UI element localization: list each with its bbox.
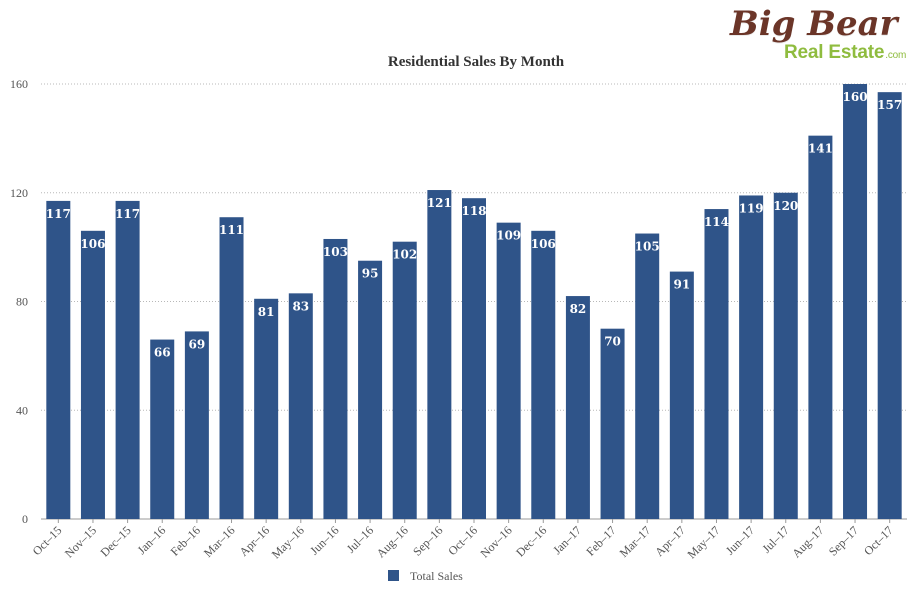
x-tick-label: Oct–17: [861, 523, 896, 558]
bar[interactable]: [427, 190, 452, 519]
logo-dotcom: .com: [885, 50, 907, 61]
x-tick-label: Mar–16: [201, 523, 238, 560]
bar[interactable]: [739, 195, 764, 519]
y-tick-label: 120: [10, 186, 28, 200]
bar-value-label: 66: [154, 346, 171, 360]
x-tick-label: Feb–16: [168, 523, 203, 558]
bar-value-label: 120: [773, 199, 798, 213]
bar[interactable]: [565, 296, 590, 519]
bar-value-label: 106: [80, 237, 105, 251]
bar[interactable]: [358, 260, 383, 519]
bar-value-label: 157: [877, 98, 902, 112]
bar-value-label: 114: [704, 215, 729, 229]
x-tick-label: Jun–16: [307, 523, 341, 557]
bar[interactable]: [773, 192, 798, 519]
x-tick-label: Feb–17: [583, 523, 618, 558]
bar-value-label: 69: [189, 337, 206, 351]
bar[interactable]: [496, 222, 521, 519]
bar-value-label: 160: [843, 90, 868, 104]
bar-value-label: 83: [292, 299, 309, 313]
bar[interactable]: [704, 209, 729, 519]
bar[interactable]: [288, 293, 313, 519]
x-tick-label: Sep–16: [410, 523, 445, 558]
bar[interactable]: [843, 84, 868, 519]
chart-title: Residential Sales By Month: [388, 54, 565, 70]
legend-swatch: [388, 570, 399, 581]
legend-label: Total Sales: [410, 569, 463, 583]
y-tick-label: 40: [16, 403, 28, 417]
bar-value-label: 117: [46, 207, 71, 221]
bar[interactable]: [115, 200, 140, 519]
bar-value-label: 106: [531, 237, 556, 251]
bar-value-label: 70: [604, 335, 621, 349]
x-tick-label: Oct–16: [445, 523, 480, 558]
bar[interactable]: [600, 328, 625, 519]
bar[interactable]: [184, 331, 209, 519]
x-tick-label: Jan–16: [134, 523, 168, 557]
x-tick-label: Nov–16: [478, 523, 515, 560]
bar[interactable]: [323, 238, 348, 519]
bar[interactable]: [877, 92, 902, 519]
bar[interactable]: [80, 230, 105, 519]
logo-subtitle: Real Estate.com: [784, 42, 906, 64]
x-tick-label: May–17: [684, 523, 722, 561]
bar-value-label: 109: [496, 229, 521, 243]
logo-script-text: Big Bear: [730, 4, 898, 44]
bar-value-label: 121: [427, 196, 452, 210]
bar[interactable]: [531, 230, 556, 519]
x-tick-label: Jun–17: [723, 523, 757, 557]
bar-value-label: 117: [115, 207, 140, 221]
x-tick-label: Aug–16: [374, 523, 411, 560]
bar[interactable]: [150, 339, 175, 519]
bar[interactable]: [635, 233, 660, 519]
x-tick-label: Aug–17: [789, 523, 826, 560]
bars: 117 106 117 66 69 111 81 83 103 95 102 121 118 109 106…: [46, 84, 902, 519]
x-tick-label: May–16: [269, 523, 307, 561]
x-tick-label: Dec–15: [97, 523, 133, 559]
x-tick-label: Jan–17: [550, 523, 584, 557]
bar-value-label: 103: [323, 245, 348, 259]
bar[interactable]: [46, 200, 71, 519]
x-tick-label: Mar–17: [617, 523, 654, 560]
bar-value-label: 118: [461, 204, 486, 218]
bar[interactable]: [462, 198, 486, 519]
brand-logo: Big Bear Real Estate.com: [730, 4, 906, 70]
bar-value-label: 111: [219, 223, 244, 237]
bar-value-label: 95: [362, 267, 379, 281]
bar[interactable]: [219, 217, 244, 519]
bar-value-label: 91: [673, 278, 690, 292]
x-tick-label: Dec–16: [513, 523, 549, 559]
bar[interactable]: [808, 135, 833, 519]
x-tick-label: Apr–17: [652, 523, 688, 559]
y-tick-label: 0: [22, 512, 28, 526]
bar-value-label: 141: [808, 142, 833, 156]
x-tick-label: Apr–16: [236, 523, 272, 559]
bar[interactable]: [254, 298, 279, 519]
x-tick-label: Jul–16: [344, 523, 377, 556]
y-tick-label: 160: [10, 77, 28, 91]
bar-value-label: 82: [570, 302, 587, 316]
bar[interactable]: [392, 241, 417, 519]
bar[interactable]: [669, 271, 694, 519]
x-tick-label: Jul–17: [759, 523, 792, 556]
x-tick-label: Nov–15: [62, 523, 99, 560]
x-tick-label: Sep–17: [826, 523, 861, 558]
x-tick-label: Oct–15: [30, 523, 65, 558]
y-tick-label: 80: [16, 295, 28, 309]
bar-value-label: 81: [258, 305, 275, 319]
bar-value-label: 119: [739, 201, 764, 215]
y-axis-ticks: 0 40 80 120 160: [10, 77, 28, 526]
bar-value-label: 102: [392, 248, 417, 262]
logo-subtitle-main: Real Estate: [784, 42, 885, 63]
legend[interactable]: Total Sales: [388, 569, 463, 583]
bar-value-label: 105: [635, 240, 660, 254]
